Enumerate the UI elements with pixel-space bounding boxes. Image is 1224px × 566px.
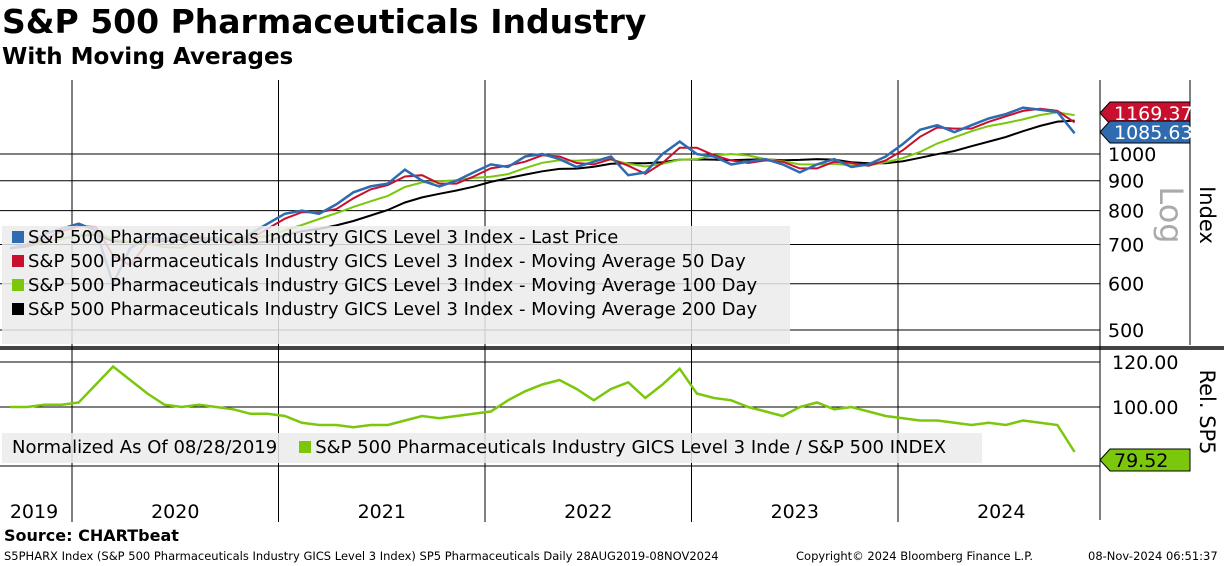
legend-swatch-ma50 [12, 255, 24, 267]
x-tick-label: 2022 [564, 501, 612, 523]
last-label-rel-bg [1099, 448, 1191, 472]
y-tick-label: 800 [1108, 201, 1144, 223]
y-axis-title-rel: Rel. SP5 [1195, 369, 1219, 454]
legend-swatch-ma200 [12, 303, 24, 315]
rel-tick-label: 120.00 [1112, 352, 1178, 374]
legend-swatch-rel [299, 441, 312, 453]
legend-top: S&P 500 Pharmaceuticals Industry GICS Le… [2, 226, 790, 344]
legend-label-rel: S&P 500 Pharmaceuticals Industry GICS Le… [315, 437, 947, 458]
series-rel-sp5 [10, 364, 1076, 453]
y-tick-label: 900 [1108, 171, 1144, 193]
legend-swatch-price [12, 231, 24, 243]
y-tick-label: 600 [1108, 274, 1144, 296]
legend-item-ma200: S&P 500 Pharmaceuticals Industry GICS Le… [2, 298, 790, 322]
footer-left: S5PHARX Index (S&P 500 Pharmaceuticals I… [4, 549, 719, 563]
x-tick-label: 2024 [977, 501, 1025, 523]
chart-subtitle: With Moving Averages [2, 44, 294, 70]
legend-label-price: S&P 500 Pharmaceuticals Industry GICS Le… [28, 227, 619, 248]
legend-bottom: Normalized As Of 08/28/2019 S&P 500 Pharm… [2, 433, 982, 463]
chart-title: S&P 500 Pharmaceuticals Industry [2, 2, 647, 41]
source-label: Source: CHARTbeat [4, 526, 179, 545]
y-tick-label: 1000 [1108, 144, 1156, 166]
y-tick-label: 700 [1108, 235, 1144, 257]
last-label-ma50: 1169.37 [1114, 103, 1193, 125]
log-scale-label: Log [1152, 186, 1190, 243]
legend-item-ma100: S&P 500 Pharmaceuticals Industry GICS Le… [2, 274, 790, 298]
rel-tick-label: 100.00 [1112, 397, 1178, 419]
x-tick-label: 2020 [151, 501, 199, 523]
last-label-price: 1085.63 [1114, 122, 1193, 144]
footer-copyright: Copyright© 2024 Bloomberg Finance L.P. [796, 549, 1033, 563]
legend-label-ma200: S&P 500 Pharmaceuticals Industry GICS Le… [28, 299, 758, 320]
y-axis-title-index: Index [1195, 186, 1219, 244]
legend-prefix: Normalized As Of 08/28/2019 [12, 437, 278, 458]
x-tick-label: 2019 [10, 501, 58, 523]
legend-label-ma50: S&P 500 Pharmaceuticals Industry GICS Le… [28, 251, 746, 272]
legend-item-ma50: S&P 500 Pharmaceuticals Industry GICS Le… [2, 250, 790, 274]
x-tick-label: 2021 [358, 501, 406, 523]
last-label-price-bg [1099, 120, 1191, 144]
legend-item-price: S&P 500 Pharmaceuticals Industry GICS Le… [2, 226, 790, 250]
y-tick-label: 500 [1108, 320, 1144, 342]
x-tick-label: 2023 [771, 501, 819, 523]
legend-swatch-ma100 [12, 279, 24, 291]
legend-label-ma100: S&P 500 Pharmaceuticals Industry GICS Le… [28, 275, 758, 296]
footer-timestamp: 08-Nov-2024 06:51:37 [1088, 549, 1218, 563]
last-label-rel: 79.52 [1114, 450, 1168, 472]
